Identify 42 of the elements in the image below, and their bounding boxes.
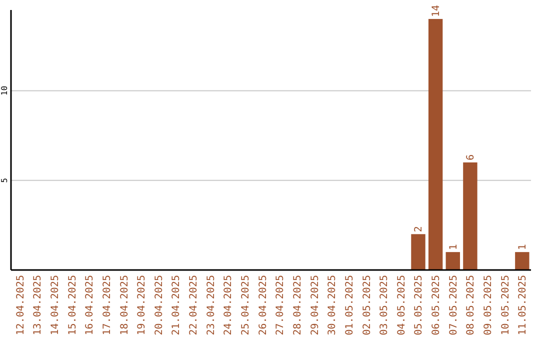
x-tick-label: 26.04.2025 bbox=[258, 275, 269, 336]
x-tick-label: 19.04.2025 bbox=[136, 275, 148, 336]
x-tick-label: 10.05.2025 bbox=[500, 275, 512, 336]
x-tick-label: 18.04.2025 bbox=[119, 275, 130, 336]
x-tick-label: 15.04.2025 bbox=[67, 275, 78, 336]
x-tick-label: 02.05.2025 bbox=[362, 275, 373, 336]
x-tick-label: 05.05.2025 bbox=[414, 275, 425, 336]
bar bbox=[411, 234, 426, 270]
bar bbox=[463, 162, 478, 270]
y-tick-label: 10 bbox=[0, 86, 9, 96]
x-tick-label: 20.04.2025 bbox=[154, 275, 165, 336]
bar bbox=[515, 252, 530, 270]
data-label: 2 bbox=[414, 226, 425, 232]
x-tick-label: 06.05.2025 bbox=[431, 275, 442, 336]
x-tick-label: 01.05.2025 bbox=[344, 275, 356, 336]
data-label: 1 bbox=[448, 244, 460, 250]
x-tick-label: 29.04.2025 bbox=[310, 275, 321, 336]
y-tick-label: 5 bbox=[0, 178, 9, 183]
x-tick-label: 28.04.2025 bbox=[292, 275, 304, 336]
x-tick-label: 03.05.2025 bbox=[379, 275, 390, 336]
x-tick-label: 24.04.2025 bbox=[223, 275, 234, 336]
x-tick-label: 11.05.2025 bbox=[518, 275, 529, 336]
x-tick-label: 14.04.2025 bbox=[50, 275, 61, 336]
bar bbox=[428, 18, 443, 270]
x-tick-label: 25.04.2025 bbox=[240, 275, 252, 336]
x-tick-label: 23.04.2025 bbox=[206, 275, 217, 336]
x-tick-label: 09.05.2025 bbox=[483, 275, 494, 336]
x-tick-label: 30.04.2025 bbox=[327, 275, 338, 336]
x-tick-label: 08.05.2025 bbox=[466, 275, 477, 336]
x-tick-label: 16.04.2025 bbox=[84, 275, 96, 336]
x-tick-label: 17.04.2025 bbox=[102, 275, 113, 336]
bar bbox=[446, 252, 460, 270]
data-label: 1 bbox=[518, 244, 529, 250]
data-label: 6 bbox=[466, 154, 477, 160]
x-tick-label: 27.04.2025 bbox=[275, 275, 286, 336]
x-tick-label: 04.05.2025 bbox=[396, 275, 408, 336]
data-label: 14 bbox=[431, 4, 442, 17]
x-tick-label: 12.04.2025 bbox=[15, 275, 26, 336]
x-tick-label: 13.04.2025 bbox=[32, 275, 44, 336]
x-tick-label: 21.04.2025 bbox=[171, 275, 182, 336]
x-tick-label: 07.05.2025 bbox=[448, 275, 460, 336]
x-tick-label: 22.04.2025 bbox=[188, 275, 200, 336]
